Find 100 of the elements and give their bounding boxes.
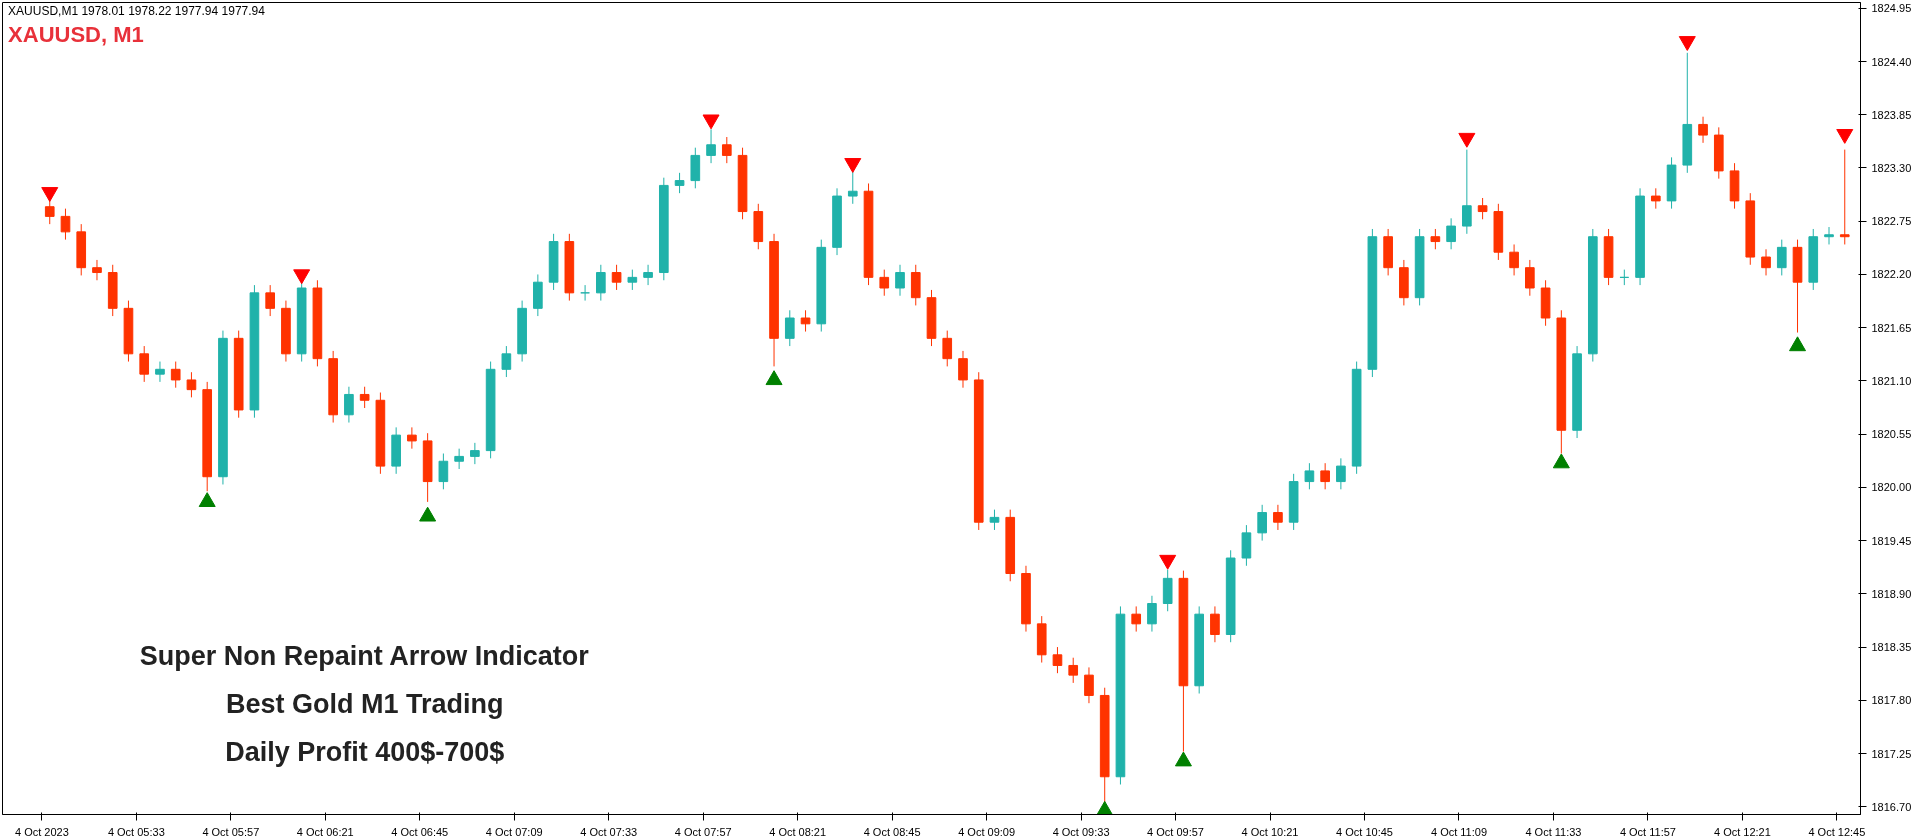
- candlestick: [186, 371, 197, 398]
- candlestick: [1477, 197, 1488, 220]
- x-tick-label: 4 Oct 11:09: [1430, 825, 1488, 838]
- y-tick-label: 1821.10: [1871, 374, 1912, 387]
- x-tick-label: 4 Oct 09:57: [1147, 825, 1204, 838]
- point: [1174, 751, 1192, 767]
- candlestick: [1068, 657, 1079, 684]
- y-tick-label: 1823.85: [1871, 108, 1912, 121]
- x-tick-label: 4 Oct 07:09: [485, 825, 543, 838]
- y-tick-label: 1824.40: [1871, 55, 1912, 68]
- x-tick-label: 4 Oct 05:57: [202, 825, 260, 838]
- x-tick-label: 4 Oct 08:45: [863, 825, 921, 838]
- point: [1458, 132, 1476, 148]
- candlestick: [847, 170, 858, 205]
- candlestick: [674, 172, 685, 194]
- x-tick-label: 4 Oct 11:57: [1619, 825, 1676, 838]
- candlestick: [1084, 666, 1094, 704]
- candlestick: [1824, 226, 1834, 245]
- annotation: Best Gold M1 Trading: [226, 689, 504, 720]
- x-tick-label: 4 Oct 08:21: [769, 825, 827, 838]
- candlestick: [800, 309, 811, 333]
- annotation: Daily Profit 400$-700$: [225, 736, 505, 767]
- y-tick-label: 1820.00: [1871, 481, 1912, 494]
- candlestick: [60, 208, 71, 241]
- candlestick: [470, 442, 480, 465]
- text: XAUUSD, M1: [8, 21, 144, 47]
- candlestick: [879, 269, 890, 297]
- point: [293, 269, 311, 285]
- candlestick: [1761, 248, 1771, 276]
- x-tick-label: 4 Oct 07:57: [674, 825, 732, 838]
- candlestick: [1430, 228, 1441, 250]
- candlestick: [643, 264, 653, 286]
- y-tick-label: 1816.70: [1871, 800, 1912, 813]
- candlestick: [170, 361, 181, 389]
- candlestick: [265, 284, 276, 317]
- candlestick: [139, 345, 150, 383]
- candlestick: [942, 330, 953, 367]
- candlestick: [784, 309, 795, 347]
- candlestick: [438, 453, 449, 490]
- candlestick: [1273, 504, 1283, 531]
- point: [1678, 36, 1696, 51]
- y-tick-label: 1818.35: [1871, 641, 1912, 654]
- candlestick: [501, 345, 512, 378]
- candlestick: [1131, 605, 1142, 633]
- y-tick-label: 1817.25: [1871, 747, 1912, 760]
- candlestick: [344, 386, 354, 424]
- point: [419, 506, 437, 522]
- candlestick: [1147, 595, 1157, 633]
- candlestick: [155, 361, 165, 383]
- x-tick-label: 4 Oct 11:33: [1525, 825, 1582, 838]
- candlestick: [1336, 457, 1346, 490]
- candlestick: [596, 264, 606, 302]
- candlestick: [454, 448, 464, 470]
- candlestick: [627, 269, 638, 291]
- candlestick: [407, 426, 417, 450]
- candlestick: [1257, 504, 1267, 542]
- candlestick: [958, 350, 968, 389]
- candlestick: [92, 259, 102, 281]
- point: [198, 492, 216, 508]
- point: [765, 370, 783, 386]
- candlestick: [1052, 646, 1063, 674]
- candlestick: [1462, 149, 1472, 235]
- candlestick: [1650, 187, 1661, 210]
- y-tick-label: 1820.55: [1871, 428, 1912, 441]
- y-tick-label: 1819.45: [1871, 534, 1912, 547]
- candlestick: [1320, 462, 1330, 490]
- x-tick-label: 4 Oct 09:33: [1052, 825, 1110, 838]
- x-tick-label: 4 Oct 10:21: [1241, 825, 1299, 838]
- candlestick: [611, 264, 622, 291]
- point: [1096, 800, 1114, 815]
- x-tick-label: 4 Oct 09:09: [958, 825, 1016, 838]
- y-tick-label: 1822.20: [1871, 268, 1912, 281]
- candlestick: [1525, 259, 1535, 297]
- candlestick: [706, 128, 716, 164]
- annotation: Super Non Repaint Arrow Indicator: [139, 641, 590, 672]
- candlestick: [721, 136, 732, 164]
- candlestick: [1210, 605, 1220, 643]
- y-tick-label: 1817.80: [1871, 694, 1912, 707]
- x-tick-label: 4 Oct 2023: [14, 825, 69, 838]
- y-tick-label: 1821.65: [1871, 321, 1912, 334]
- candlestick: [1839, 149, 1850, 245]
- x-tick-label: 4 Oct 05:33: [107, 825, 165, 838]
- candlestick: [1446, 217, 1456, 250]
- x-tick-label: 4 Oct 06:45: [391, 825, 449, 838]
- candlestick: [1776, 239, 1787, 276]
- x-tick-label: 4 Oct 10:45: [1336, 825, 1393, 838]
- x-tick-label: 4 Oct 07:33: [580, 825, 638, 838]
- x-tick-label: 4 Oct 12:45: [1808, 825, 1866, 838]
- point: [41, 187, 59, 202]
- point: [844, 158, 862, 173]
- candlestick: [1509, 243, 1519, 276]
- candlestick: [1304, 462, 1315, 490]
- x-tick-label: 4 Oct 12:21: [1713, 825, 1771, 838]
- candlestick: [1698, 116, 1708, 144]
- y-tick-label: 1823.30: [1871, 162, 1912, 174]
- candlestick: [359, 386, 370, 409]
- point: [1836, 129, 1854, 144]
- point: [702, 114, 720, 130]
- candlestick: [989, 509, 1000, 531]
- candlestick: [895, 264, 905, 297]
